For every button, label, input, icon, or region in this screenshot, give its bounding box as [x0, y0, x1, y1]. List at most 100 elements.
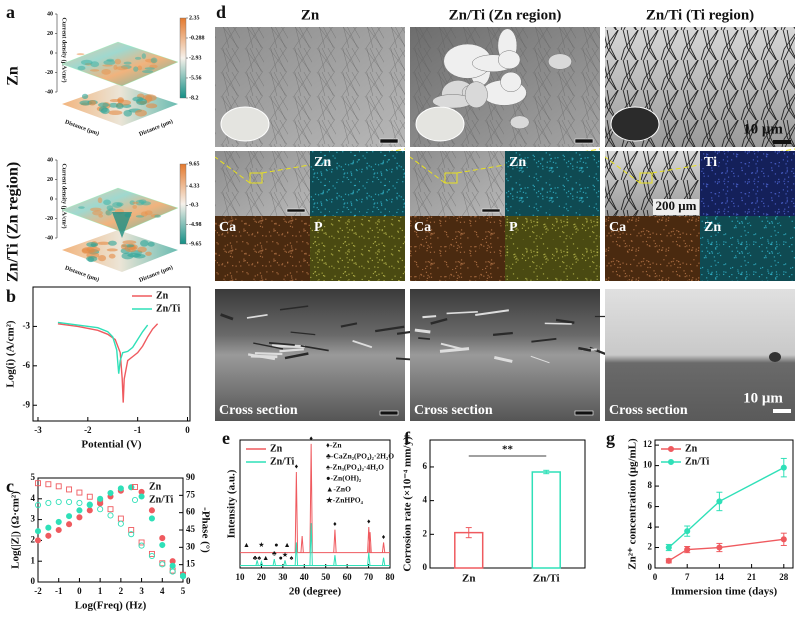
column-title: Zn	[301, 7, 320, 23]
marker	[76, 514, 83, 521]
y-tick-label: 4	[31, 493, 36, 503]
legend-marker	[667, 458, 675, 466]
eds-map	[700, 216, 795, 281]
scale-bar-label: 10 μm	[743, 390, 783, 406]
colorbar-tick-label: 4.33	[189, 183, 200, 189]
cross-section-label: Cross section	[219, 403, 298, 418]
sem-particle	[500, 71, 522, 92]
marker	[148, 515, 155, 522]
eds-element-label: P	[509, 220, 518, 235]
cross-texture	[439, 347, 470, 353]
y-axis-label: Zn²⁺ concentration (μg/mL)	[627, 438, 639, 570]
marker	[34, 528, 42, 535]
surface-blob	[80, 59, 93, 66]
peak	[368, 532, 372, 553]
cross-texture	[290, 331, 316, 336]
phase-marker: ▲	[284, 541, 291, 549]
series-line	[668, 538, 784, 562]
y2-tick-label: 30	[186, 541, 196, 551]
marker	[45, 524, 52, 531]
y-tick-label: 6	[648, 501, 653, 511]
colorbar-tick-label: -5.56	[189, 75, 202, 81]
phase-marker: ♦	[367, 518, 371, 526]
legend-marker	[667, 445, 675, 453]
legend-label: Zn	[156, 290, 169, 301]
projection-blob	[99, 106, 108, 113]
marker	[55, 518, 62, 525]
x-tick-label: 1	[98, 586, 103, 596]
colorbar	[179, 163, 187, 245]
projection-blob	[132, 96, 144, 102]
marker	[86, 501, 93, 508]
x-axis-label: 2θ (degree)	[289, 586, 342, 598]
marker	[86, 493, 93, 500]
projection-blob	[140, 239, 149, 247]
cross-texture	[475, 309, 509, 316]
peak	[283, 560, 287, 566]
y-tick-label: 4	[423, 495, 428, 505]
y-tick-label: -9	[23, 399, 31, 409]
x-tick-label: 10	[236, 572, 246, 582]
marker	[34, 537, 42, 544]
y-tick-label: 0	[648, 562, 653, 572]
scale-bar-label: 10 μm	[743, 121, 783, 137]
phase-marker: ●	[274, 541, 278, 549]
eds-map	[505, 151, 600, 216]
surface-blob	[140, 211, 148, 217]
x-tick-label: 20	[257, 572, 267, 582]
x-tick-label: 80	[386, 572, 396, 582]
projection-blob	[106, 248, 118, 252]
peak	[367, 552, 371, 566]
cross-texture	[544, 322, 572, 325]
projection-blob	[135, 109, 147, 117]
plot-frame	[239, 439, 391, 569]
legend-marker	[132, 484, 138, 490]
eds-element-label: Ca	[219, 220, 236, 235]
y2-tick-label: 15	[186, 559, 196, 569]
marker	[117, 520, 124, 527]
scale-bar	[773, 140, 791, 144]
z-tick-label: 0	[50, 196, 53, 202]
projection-blob	[108, 253, 116, 259]
x-tick-label: 14	[715, 572, 725, 582]
marker	[97, 506, 104, 513]
surface-blob	[90, 207, 102, 212]
marker	[55, 526, 62, 534]
marker	[55, 498, 62, 505]
column-title: Zn/Ti (Zn region)	[449, 7, 562, 23]
z-tick-label: 20	[47, 177, 53, 183]
x-tick-label: 5	[181, 586, 186, 596]
y2-tick-label: 45	[186, 524, 196, 534]
phase-marker: ♠	[257, 554, 261, 562]
surface-blob	[135, 199, 145, 206]
surface-blob	[114, 58, 122, 65]
sample-inset	[415, 106, 465, 142]
scale-bar	[574, 410, 594, 416]
x-tick-label: 21	[747, 572, 757, 582]
marker	[159, 561, 166, 568]
marker	[76, 489, 83, 496]
y2-axis-label: -Phase (°)	[199, 507, 211, 553]
cross-texture	[374, 325, 405, 333]
surface-blob	[134, 56, 142, 60]
surface-blob	[123, 61, 132, 65]
sem-particle	[464, 81, 488, 109]
peak	[381, 557, 386, 566]
legend-marker	[131, 496, 139, 504]
marker	[66, 498, 73, 505]
projection-blob	[98, 255, 107, 262]
x-tick-label: 0	[653, 572, 658, 582]
phase-legend: ●-Zn(OH)₂	[326, 474, 362, 483]
y-axis-label: Log(|Z|) (Ω·cm²)	[10, 491, 22, 569]
surface-blob	[137, 65, 143, 71]
scale-bg	[653, 199, 699, 215]
plot-frame	[32, 286, 191, 422]
cross-texture	[220, 313, 234, 321]
bar	[531, 471, 561, 569]
cross-texture	[272, 344, 306, 349]
phase-marker: ★	[282, 551, 288, 559]
projection-blob	[98, 102, 110, 108]
surface-blob	[98, 214, 104, 218]
projection-blob	[108, 110, 123, 116]
